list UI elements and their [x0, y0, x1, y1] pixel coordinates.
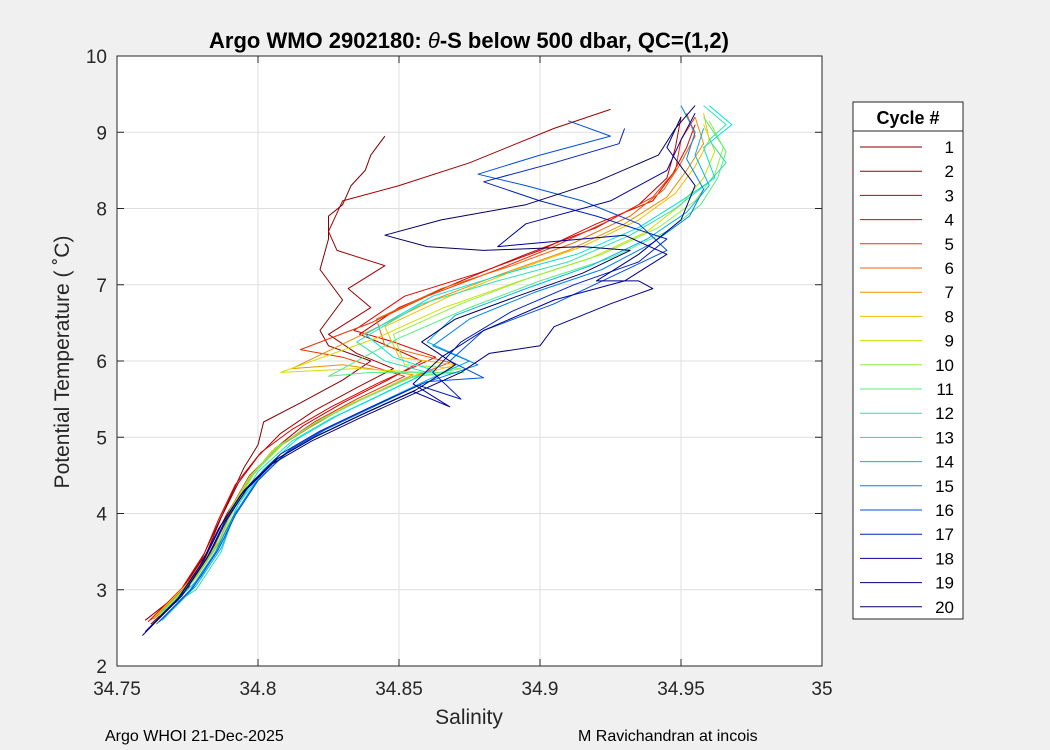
footer-right: M Ravichandran at incois [578, 728, 758, 745]
series-line-cycle-16 [158, 120, 668, 623]
legend-label-15: 15 [935, 477, 954, 496]
legend-label-14: 14 [935, 453, 954, 472]
legend-label-8: 8 [945, 307, 954, 326]
x-tick-label: 35 [811, 679, 832, 700]
chart-title: Argo WMO 2902180: θ-S below 500 dbar, QC… [209, 28, 729, 53]
series-line-cycle-20 [147, 105, 696, 630]
legend-label-18: 18 [935, 549, 954, 568]
legend-label-19: 19 [935, 574, 954, 593]
series-line-cycle-13 [167, 105, 733, 610]
x-tick-label: 34.8 [240, 679, 277, 700]
legend-box [852, 101, 964, 620]
y-tick-label: 2 [96, 657, 107, 678]
legend-label-1: 1 [945, 138, 954, 157]
y-tick-label: 8 [96, 200, 107, 221]
x-axis-ticks: 34.75 34.8 34.85 34.9 34.95 35 [93, 56, 833, 700]
y-tick-label: 4 [96, 505, 107, 526]
legend-label-13: 13 [935, 428, 954, 447]
series-layer [142, 105, 733, 636]
y-tick-label: 10 [86, 47, 107, 68]
series-line-cycle-12 [161, 105, 727, 612]
legend-label-5: 5 [945, 235, 954, 254]
y-tick-label: 6 [96, 352, 107, 373]
legend-label-12: 12 [935, 404, 954, 423]
y-tick-label: 7 [96, 276, 107, 297]
legend-title: Cycle # [876, 108, 939, 128]
series-line-cycle-10 [156, 120, 724, 618]
legend-label-11: 11 [936, 380, 954, 399]
legend-label-10: 10 [935, 356, 954, 375]
legend-label-20: 20 [935, 598, 954, 617]
series-line-cycle-19 [142, 116, 696, 636]
legend-label-6: 6 [945, 259, 954, 278]
legend-label-4: 4 [945, 211, 954, 230]
legend-label-3: 3 [945, 186, 954, 205]
legend-label-17: 17 [935, 525, 954, 544]
legend-label-9: 9 [945, 332, 954, 351]
y-tick-label: 3 [96, 581, 107, 602]
legend-label-16: 16 [935, 501, 954, 520]
legend-label-2: 2 [945, 162, 954, 181]
x-tick-label: 34.85 [375, 679, 423, 700]
footer-left: Argo WHOI 21-Dec-2025 [105, 728, 284, 745]
x-tick-label: 34.95 [657, 679, 705, 700]
y-tick-label: 5 [96, 428, 107, 449]
series-line-cycle-4 [147, 124, 696, 623]
y-axis-label: Potential Temperature ( ˚C) [51, 236, 74, 489]
legend-label-7: 7 [945, 283, 954, 302]
y-axis-ticks: 2 3 4 5 6 7 8 9 10 [86, 47, 822, 678]
x-tick-label: 34.9 [522, 679, 559, 700]
x-axis-label: Salinity [435, 706, 503, 729]
y-tick-label: 9 [96, 123, 107, 144]
x-tick-label: 34.75 [93, 679, 141, 700]
